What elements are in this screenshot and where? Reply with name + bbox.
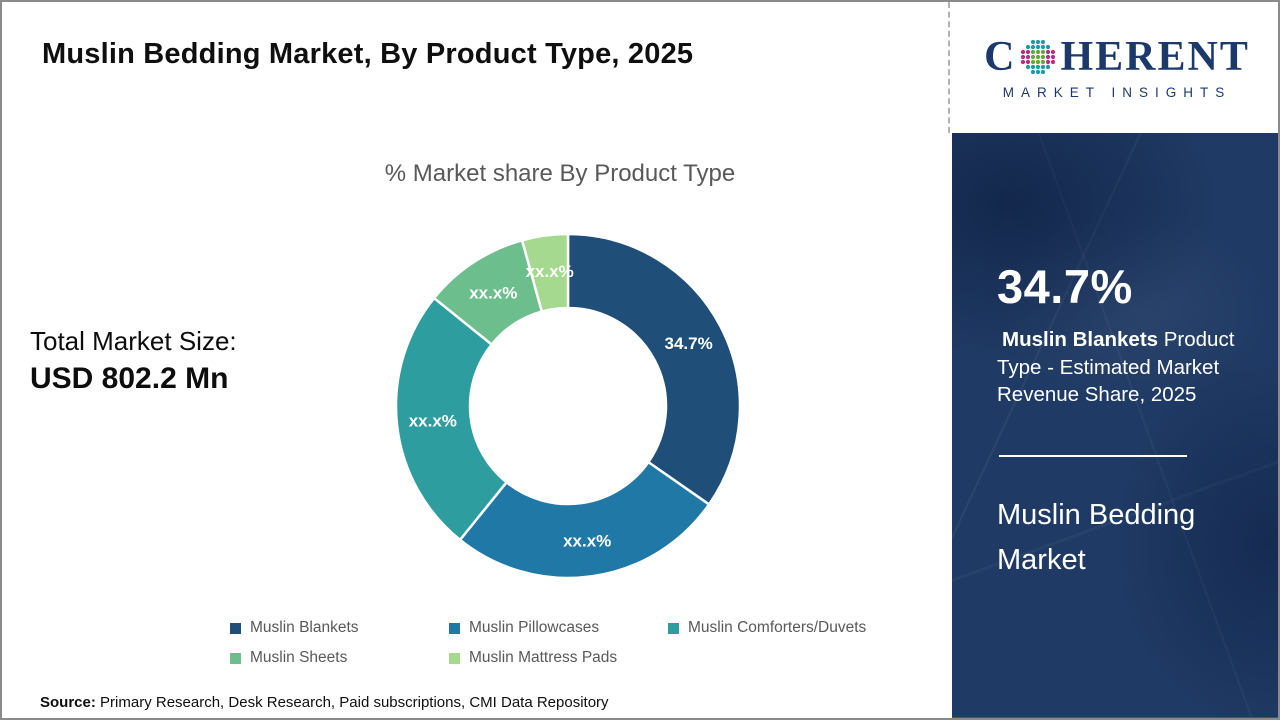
- logo-globe-dot: [1036, 69, 1041, 74]
- logo-globe-dot: [1031, 59, 1036, 64]
- logo-globe-dot: [1036, 44, 1041, 49]
- logo-globe-dot: [1041, 64, 1046, 69]
- logo-globe-dot: [1036, 59, 1041, 64]
- total-market-size-label: Total Market Size:: [30, 326, 237, 356]
- logo-letters-rest: HERENT: [1060, 33, 1250, 80]
- donut-label-muslin-blankets: 34.7%: [664, 334, 712, 353]
- total-market-size-block: Total Market Size: USD 802.2 Mn: [30, 326, 237, 396]
- logo-wordmark: C HERENT: [984, 36, 1250, 78]
- logo-globe-dot: [1031, 64, 1036, 69]
- logo-globe-dot: [1031, 39, 1036, 44]
- logo-globe-dot: [1026, 44, 1031, 49]
- legend-label-muslin-sheets: Muslin Sheets: [250, 649, 348, 666]
- logo-letter-c: C: [984, 33, 1017, 80]
- logo-globe-dot: [1051, 59, 1056, 64]
- logo-globe-icon: [1021, 39, 1056, 74]
- donut-segment-muslin-blankets: [566, 232, 742, 506]
- logo-globe-dot: [1036, 54, 1041, 59]
- legend-item-muslin-pillowcases: Muslin Pillowcases: [439, 613, 658, 643]
- sidebar-stat-value: 34.7%: [997, 260, 1133, 313]
- donut-chart: 34.7% xx.x% xx.x% xx.x% xx.x%: [394, 232, 742, 580]
- donut-segment-muslin-pillowcases: [458, 460, 711, 580]
- logo-globe-dot: [1036, 64, 1041, 69]
- legend-label-muslin-comforters-duvets: Muslin Comforters/Duvets: [688, 619, 867, 636]
- legend-label-muslin-mattress-pads: Muslin Mattress Pads: [469, 649, 618, 666]
- logo-globe-dot: [1041, 44, 1046, 49]
- logo-globe-dot: [1031, 54, 1036, 59]
- logo-globe-dot: [1046, 44, 1051, 49]
- donut-label-muslin-pillowcases: xx.x%: [563, 532, 611, 551]
- legend-swatch-muslin-comforters-duvets: [668, 622, 679, 634]
- right-sidebar: 34.7% Muslin Blankets Product Type - Est…: [952, 133, 1278, 718]
- chart-title: % Market share By Product Type: [384, 160, 736, 187]
- donut-label-muslin-comforters-duvets: xx.x%: [409, 412, 457, 431]
- legend-item-muslin-comforters-duvets: Muslin Comforters/Duvets: [658, 613, 877, 643]
- logo-globe-dot: [1026, 59, 1031, 64]
- logo-globe-dot: [1051, 54, 1056, 59]
- logo-globe-dot: [1026, 64, 1031, 69]
- logo-globe-dot: [1041, 59, 1046, 64]
- logo-globe-dot: [1021, 49, 1026, 54]
- logo-globe-dot: [1031, 49, 1036, 54]
- legend-swatch-muslin-pillowcases: [449, 622, 460, 634]
- logo-globe-dot: [1036, 49, 1041, 54]
- legend-swatch-muslin-sheets: [230, 652, 241, 664]
- donut-label-muslin-mattress-pads: xx.x%: [526, 262, 574, 281]
- logo-globe-dot: [1046, 64, 1051, 69]
- logo-globe-dot: [1021, 59, 1026, 64]
- sidebar-market-name: Muslin Bedding Market: [997, 499, 1196, 576]
- logo-globe-dot: [1041, 54, 1046, 59]
- legend-item-muslin-blankets: Muslin Blankets: [220, 613, 439, 643]
- legend-label-muslin-pillowcases: Muslin Pillowcases: [469, 619, 600, 636]
- logo-globe-dot: [1041, 69, 1046, 74]
- source-label: Source:: [40, 694, 96, 711]
- donut-segment-muslin-mattress-pads: [520, 232, 570, 313]
- logo-globe-dot: [1026, 49, 1031, 54]
- legend-swatch-muslin-mattress-pads: [449, 652, 460, 664]
- logo-globe-dot: [1046, 54, 1051, 59]
- logo-globe-dot: [1021, 54, 1026, 59]
- total-market-size-value: USD 802.2 Mn: [30, 362, 229, 395]
- logo-globe-dot: [1046, 49, 1051, 54]
- sidebar-divider-line: [999, 455, 1187, 457]
- legend-swatch-muslin-blankets: [230, 622, 241, 634]
- logo-globe-dot: [1031, 69, 1036, 74]
- legend-item-muslin-mattress-pads: Muslin Mattress Pads: [439, 643, 658, 673]
- page-title: Muslin Bedding Market, By Product Type, …: [42, 38, 694, 70]
- donut-label-muslin-sheets: xx.x%: [469, 283, 517, 302]
- logo-globe-dot: [1041, 49, 1046, 54]
- logo-globe-dot: [1031, 44, 1036, 49]
- header-dashed-divider: [948, 2, 950, 133]
- chart-legend: Muslin Blankets Muslin Pillowcases Muslin …: [220, 613, 877, 673]
- source-text: Primary Research, Desk Research, Paid su…: [95, 694, 609, 711]
- logo-globe-dot: [1036, 39, 1041, 44]
- logo-subtitle: MARKET INSIGHTS: [1002, 84, 1232, 100]
- sidebar-stat-rest: Product Type - Estimated Market Revenue …: [997, 328, 1235, 406]
- legend-item-muslin-sheets: Muslin Sheets: [220, 643, 439, 673]
- legend-label-muslin-blankets: Muslin Blankets: [250, 619, 359, 636]
- logo-globe-dot: [1046, 59, 1051, 64]
- coherent-market-insights-logo: C HERENT MARKET INSIGHTS: [954, 2, 1278, 133]
- logo-globe-dot: [1026, 54, 1031, 59]
- source-note: Source: Primary Research, Desk Research,…: [40, 694, 609, 711]
- logo-globe-dot: [1041, 39, 1046, 44]
- sidebar-stat-description: Muslin Blankets Product Type - Estimated…: [997, 326, 1251, 409]
- logo-globe-dot: [1051, 49, 1056, 54]
- sidebar-stat-segment-name: Muslin Blankets: [1002, 328, 1159, 351]
- donut-segment-muslin-comforters-duvets: [394, 296, 508, 542]
